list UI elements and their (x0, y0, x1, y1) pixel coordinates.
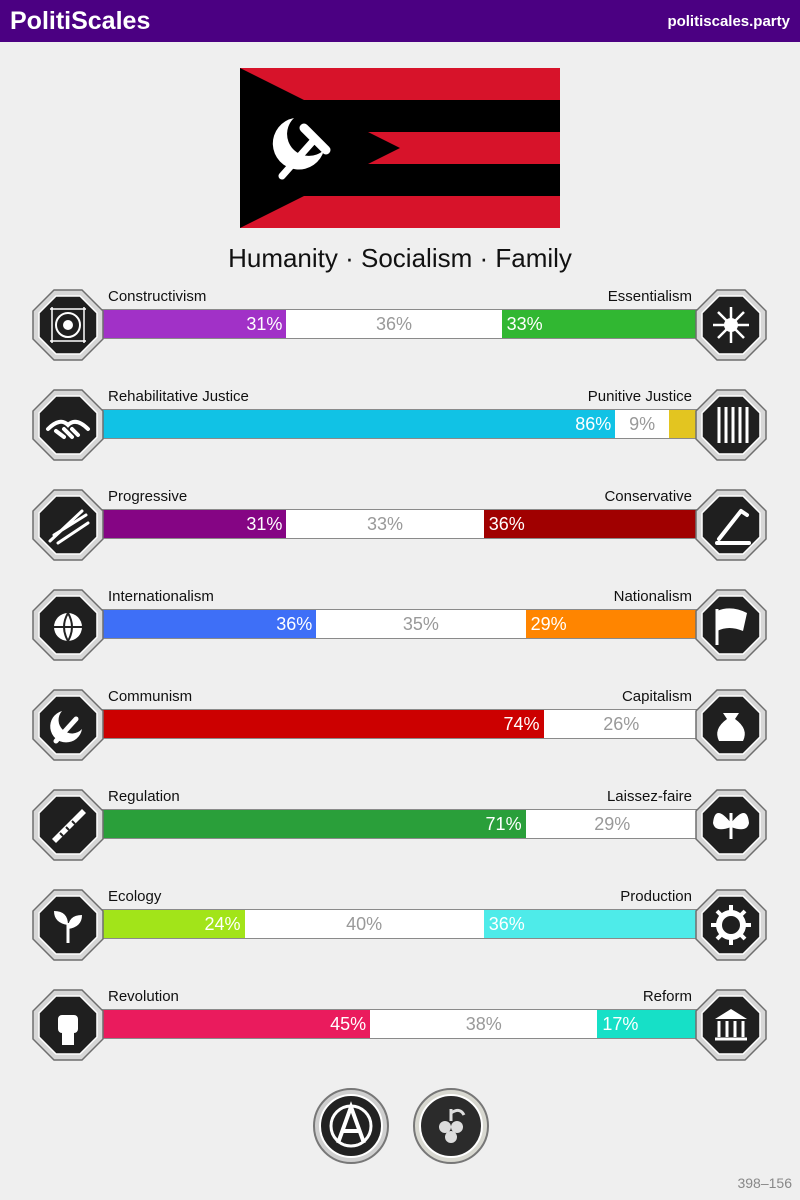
axis-bar: 36% 35% 29% (100, 609, 700, 639)
bar-left-segment: 36% (101, 610, 317, 638)
hammer-sickle-icon (272, 118, 331, 180)
constructivism-icon (32, 289, 104, 361)
axis-right-label: Laissez-faire (606, 788, 692, 805)
gear-icon (695, 889, 767, 961)
bar-left-segment: 24% (101, 910, 245, 938)
axis-bar: 74% 26% (100, 709, 700, 739)
seals-row (0, 1087, 800, 1167)
axis-left-label: Constructivism (108, 288, 207, 305)
ruler-icon (32, 789, 104, 861)
essentialism-icon (695, 289, 767, 361)
axis-row: Constructivism Essentialism 31% 36% 33% (0, 287, 800, 367)
result-flag (240, 68, 560, 228)
axis-bar: 45% 38% 17% (100, 1009, 700, 1039)
axis-bar: 31% 33% 36% (100, 509, 700, 539)
axis-left-label: Communism (108, 688, 193, 705)
bar-left-segment: 71% (101, 810, 526, 838)
axis-right-label: Production (620, 888, 692, 905)
axis-right-label: Punitive Justice (587, 388, 692, 405)
axis-left-label: Revolution (108, 988, 179, 1005)
footer-code: 398–156 (737, 1175, 792, 1191)
axis-row: Progressive Conservative 31% 33% 36% (0, 487, 800, 567)
axis-bar: 31% 36% 33% (100, 309, 700, 339)
progressive-icon (32, 489, 104, 561)
axis-right-label: Conservative (604, 488, 692, 505)
bar-left-segment: 86% (101, 410, 616, 438)
bar-right-segment: 29% (525, 610, 699, 638)
axis-bar: 71% 29% (100, 809, 700, 839)
bar-right-segment (669, 410, 699, 438)
bar-center-segment: 29% (594, 813, 631, 834)
axis-row: Internationalism Nationalism 36% 35% 29% (0, 587, 800, 667)
globe-icon (32, 589, 104, 661)
parliament-icon (695, 989, 767, 1061)
handshake-icon (32, 389, 104, 461)
anarchism-seal-icon (312, 1087, 390, 1165)
butterfly-icon (695, 789, 767, 861)
axis-bar: 24% 40% 36% (100, 909, 700, 939)
axis-row: Revolution Reform 45% 38% 17% (0, 987, 800, 1067)
axis-left-label: Rehabilitative Justice (108, 388, 249, 405)
bar-left-segment: 31% (101, 510, 287, 538)
ecology-icon (32, 889, 104, 961)
bar-center-segment: 33% (367, 513, 404, 534)
bar-center-segment: 36% (375, 313, 413, 334)
flag-icon (695, 589, 767, 661)
axis-right-label: Reform (642, 988, 692, 1005)
bar-right-segment: 17% (597, 1010, 699, 1038)
bar-center-segment: 40% (346, 913, 383, 934)
axis-row: Communism Capitalism 74% 26% (0, 687, 800, 767)
axis-left-label: Regulation (108, 788, 180, 805)
bar-right-segment: 36% (483, 510, 699, 538)
axis-left-label: Ecology (108, 888, 162, 905)
axis-row: Rehabilitative Justice Punitive Justice 86… (0, 387, 800, 467)
header-bar: PolitiScales politiscales.party (0, 0, 800, 42)
axis-right-label: Essentialism (607, 288, 692, 305)
bar-left-segment: 74% (101, 710, 544, 738)
axis-right-label: Nationalism (613, 588, 692, 605)
axis-bar: 86% 9% (100, 409, 700, 439)
bar-center-segment: 38% (465, 1013, 502, 1034)
bar-right-segment: 33% (501, 310, 699, 338)
axis-row: Ecology Production 24% 40% 36% (0, 887, 800, 967)
money-bag-icon (695, 689, 767, 761)
axis-row: Regulation Laissez-faire 71% 29% (0, 787, 800, 867)
fist-icon (32, 989, 104, 1061)
prison-bars-icon (695, 389, 767, 461)
site-link[interactable]: politiscales.party (667, 12, 790, 30)
vegetarian-seal-icon (412, 1087, 490, 1165)
hammer-sickle-icon (32, 689, 104, 761)
bar-left-segment: 31% (101, 310, 287, 338)
axis-left-label: Internationalism (108, 588, 214, 605)
bar-right-segment: 36% (483, 910, 699, 938)
bar-center-segment: 35% (402, 613, 439, 634)
conservative-icon (695, 489, 767, 561)
axis-left-label: Progressive (108, 488, 188, 505)
bar-left-segment: 45% (101, 1010, 371, 1038)
bar-center-segment: 26% (603, 713, 640, 734)
bar-center-segment: 9% (629, 413, 656, 434)
app-title: PolitiScales (10, 6, 151, 35)
slogan: Humanity · Socialism · Family (228, 243, 572, 273)
axis-right-label: Capitalism (621, 688, 692, 705)
